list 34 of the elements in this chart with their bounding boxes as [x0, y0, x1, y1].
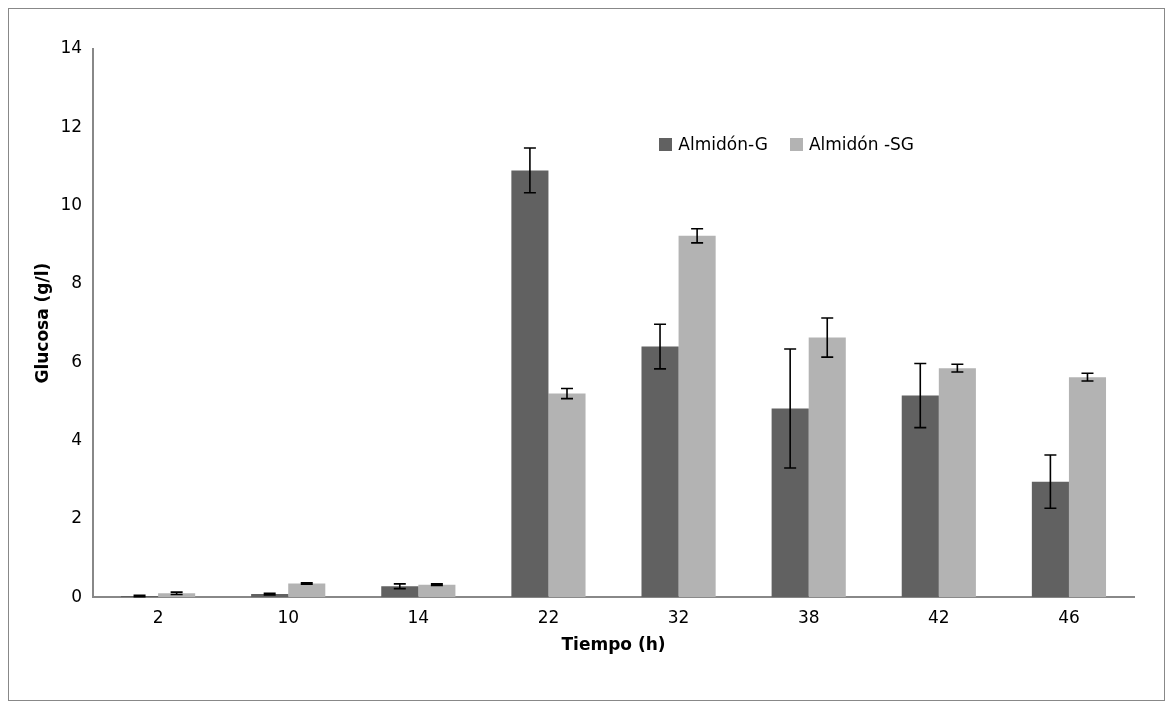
- x-tick-label: 2: [152, 606, 164, 627]
- bar: [288, 583, 326, 598]
- x-tick-label: 32: [667, 606, 690, 627]
- y-tick-label: 8: [71, 272, 83, 293]
- bar: [938, 368, 976, 598]
- y-tick-label: 0: [71, 585, 83, 606]
- y-tick-label: 14: [60, 37, 83, 58]
- x-tick-label: 22: [537, 606, 560, 627]
- legend-label: Almidón -SG: [808, 134, 914, 154]
- y-tick-label: 10: [60, 194, 83, 215]
- bar: [548, 393, 586, 598]
- bar: [158, 593, 196, 598]
- y-tick-label: 6: [71, 350, 83, 371]
- legend-label: Almidón-G: [678, 134, 768, 154]
- x-tick-label: 10: [277, 606, 300, 627]
- bar: [771, 408, 809, 598]
- x-tick-label: 46: [1058, 606, 1080, 627]
- bar: [901, 395, 939, 598]
- x-tick-label: 42: [928, 606, 950, 627]
- bar: [418, 584, 456, 598]
- y-axis-title: Glucosa (g/l): [31, 262, 52, 384]
- bar: [678, 235, 716, 598]
- bar: [511, 170, 549, 598]
- y-tick-label: 12: [60, 115, 83, 136]
- x-axis-title: Tiempo (h): [561, 634, 666, 655]
- bar: [641, 346, 679, 598]
- x-tick-label: 14: [407, 606, 430, 627]
- bar: [1031, 481, 1069, 598]
- y-tick-label: 2: [71, 507, 83, 528]
- y-tick-label: 4: [71, 428, 83, 449]
- bar: [808, 337, 846, 598]
- bar: [381, 586, 419, 598]
- x-tick-label: 38: [797, 606, 820, 627]
- bar: [1068, 377, 1107, 598]
